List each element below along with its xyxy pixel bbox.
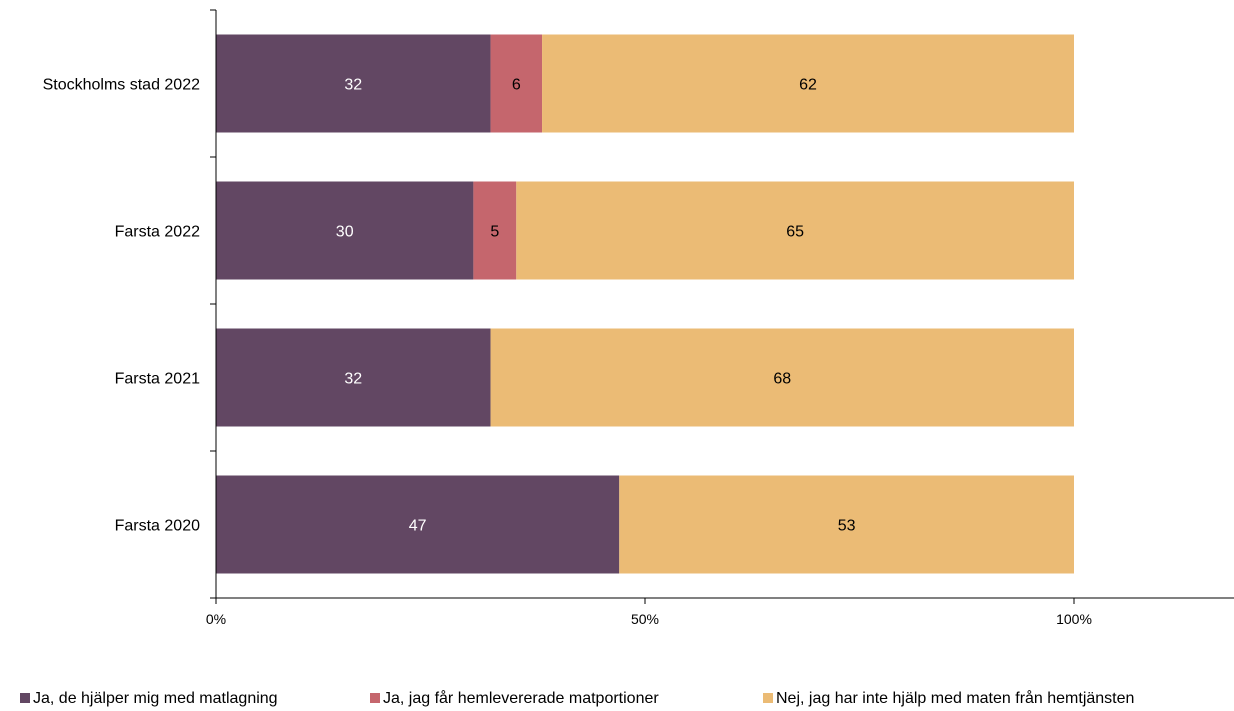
x-tick-label: 50% (631, 611, 659, 627)
legend-item-matlagning: Ja, de hjälper mig med matlagning (20, 690, 278, 708)
bar-segment (516, 181, 1074, 280)
legend: Ja, de hjälper mig med matlagning Ja, ja… (20, 690, 1234, 710)
bar-segment (490, 328, 1074, 427)
legend-item-matportioner: Ja, jag får hemlevererade matportioner (370, 690, 659, 708)
bar-segment (216, 475, 620, 574)
data-label: 32 (344, 77, 362, 94)
legend-swatch-matportioner (370, 693, 380, 703)
bar-segment (490, 34, 543, 133)
data-label: 62 (799, 77, 817, 94)
data-label: 47 (409, 518, 427, 535)
category-label: Stockholms stad 2022 (43, 77, 201, 94)
category-label: Farsta 2020 (115, 518, 200, 535)
data-label: 5 (490, 224, 499, 241)
chart-plot-area: 32 6 62 Stockholms stad 2022 30 5 65 Farsta 202… (43, 9, 1234, 627)
data-label: 68 (773, 371, 791, 388)
bar-segment (216, 328, 491, 427)
x-tick-label: 100% (1056, 611, 1092, 627)
legend-swatch-ingen-hjalp (763, 693, 773, 703)
x-tick-label: 0% (206, 611, 226, 627)
category-label: Farsta 2022 (115, 224, 200, 241)
legend-label-ingen-hjalp: Nej, jag har inte hjälp med maten från h… (776, 690, 1135, 707)
data-label: 6 (512, 77, 521, 94)
bar-segment (473, 181, 517, 280)
legend-item-ingen-hjalp: Nej, jag har inte hjälp med maten från h… (763, 690, 1134, 708)
category-label: Farsta 2021 (115, 371, 200, 388)
bar-segment (216, 34, 491, 133)
bar-segment (542, 34, 1074, 133)
legend-swatch-matlagning (20, 693, 30, 703)
legend-label-matportioner: Ja, jag får hemlevererade matportioner (383, 690, 659, 707)
legend-label-matlagning: Ja, de hjälper mig med matlagning (33, 690, 278, 707)
data-label: 53 (838, 518, 856, 535)
data-label: 30 (336, 224, 354, 241)
data-label: 65 (786, 224, 804, 241)
data-label: 32 (344, 371, 362, 388)
bar-segment (216, 181, 474, 280)
bar-segment (619, 475, 1074, 574)
